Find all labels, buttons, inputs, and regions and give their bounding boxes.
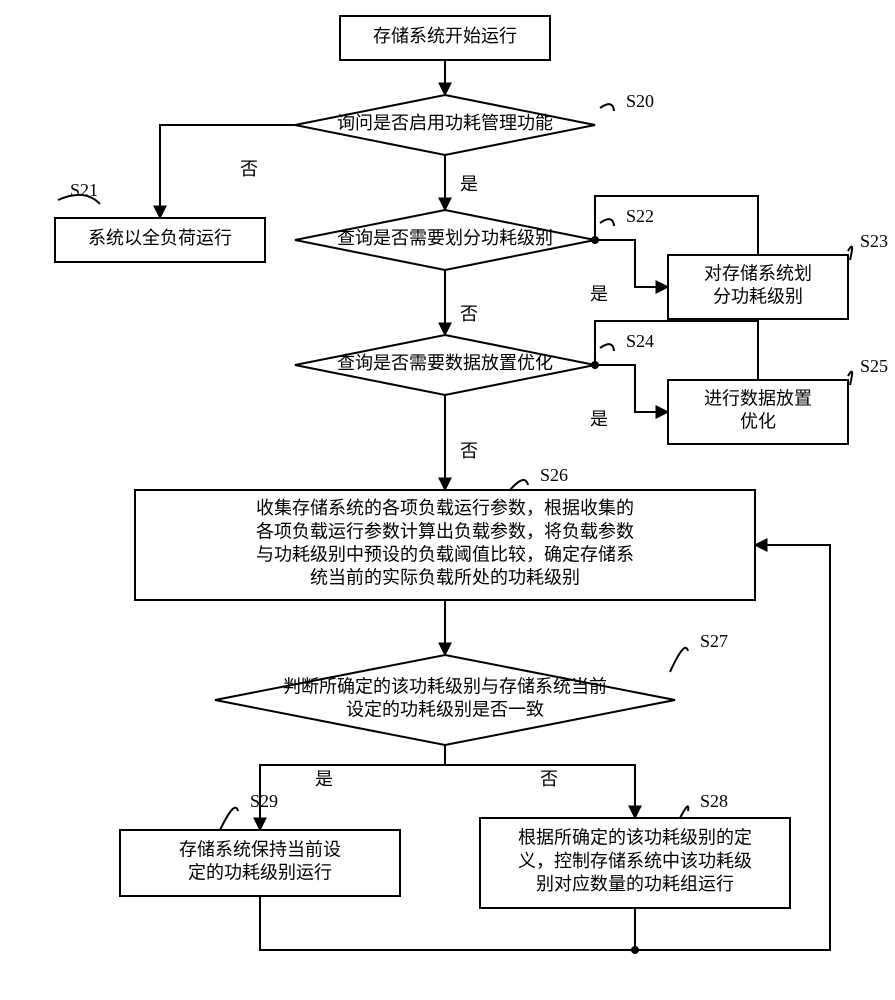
edge-s23-back <box>595 196 758 255</box>
edge-s27-yes <box>260 745 445 830</box>
node-r_s26-text-line3: 统当前的实际负载所处的功耗级别 <box>310 567 580 587</box>
node-d_s27-text-line1: 设定的功耗级别是否一致 <box>346 699 544 719</box>
edge-label-s24_yes: 是 <box>590 409 608 429</box>
edge-label-s27_yes: 是 <box>315 769 333 789</box>
edge-s24-yes <box>595 365 668 412</box>
step-label-s27: S27 <box>700 631 728 651</box>
step-label-s24: S24 <box>626 331 654 351</box>
step-label-s26: S26 <box>540 465 568 485</box>
node-r_s26-text-line2: 与功耗级别中预设的负载阈值比较，确定存储系 <box>256 544 634 564</box>
step-label-s20: S20 <box>626 91 654 111</box>
callout-c28 <box>680 806 688 818</box>
step-label-s21: S21 <box>70 180 98 200</box>
node-r_s28-text-line2: 别对应数量的功耗组运行 <box>536 874 734 894</box>
step-label-s23: S23 <box>860 231 888 251</box>
edge-label-s27_no: 否 <box>540 769 558 789</box>
node-r_s23-text-line1: 分功耗级别 <box>713 286 803 306</box>
edge-label-s24_no: 否 <box>460 441 478 461</box>
node-r_s29-text-line0: 存储系统保持当前设 <box>179 839 341 859</box>
edge-s25-back <box>595 321 758 380</box>
node-r_s26-text-line1: 各项负载运行参数计算出负载参数，将负载参数 <box>256 521 634 541</box>
callout-c22 <box>600 219 614 226</box>
step-label-s28: S28 <box>700 791 728 811</box>
edge-label-s20_no: 否 <box>240 159 258 179</box>
callout-c24 <box>600 344 614 351</box>
edge-dot-s28-loop <box>631 946 639 954</box>
callout-c26 <box>510 480 528 490</box>
node-d_s27-text-line0: 判断所确定的该功耗级别与存储系统当前 <box>283 676 607 696</box>
edge-s20-no <box>160 125 295 218</box>
callout-c27 <box>670 648 688 672</box>
callout-c20 <box>600 104 614 111</box>
node-r_s28-text-line1: 义，控制存储系统中该功耗级 <box>518 851 752 871</box>
node-r_s29-text-line1: 定的功耗级别运行 <box>188 862 332 882</box>
node-r_s25-text-line1: 优化 <box>740 411 776 431</box>
node-d_s24-text-line0: 查询是否需要数据放置优化 <box>337 353 553 373</box>
node-d_s20-text-line0: 询问是否启用功耗管理功能 <box>337 113 553 133</box>
edge-s22-yes <box>595 240 668 287</box>
callout-c29 <box>220 808 238 830</box>
node-start-text-line0: 存储系统开始运行 <box>373 26 517 46</box>
node-d_s22-text-line0: 查询是否需要划分功耗级别 <box>337 228 553 248</box>
edge-label-s20_yes: 是 <box>460 174 478 194</box>
edge-label-s22_yes: 是 <box>590 284 608 304</box>
node-r_s21-text-line0: 系统以全负荷运行 <box>88 228 232 248</box>
step-label-s22: S22 <box>626 206 654 226</box>
node-r_s25-text-line0: 进行数据放置 <box>704 388 812 408</box>
node-r_s28-text-line0: 根据所确定的该功耗级别的定 <box>518 828 752 848</box>
step-label-s25: S25 <box>860 356 888 376</box>
node-r_s26-text-line0: 收集存储系统的各项负载运行参数，根据收集的 <box>256 498 634 518</box>
node-r_s23-text-line0: 对存储系统划 <box>704 263 812 283</box>
edge-label-s22_no: 否 <box>460 304 478 324</box>
step-label-s29: S29 <box>250 791 278 811</box>
